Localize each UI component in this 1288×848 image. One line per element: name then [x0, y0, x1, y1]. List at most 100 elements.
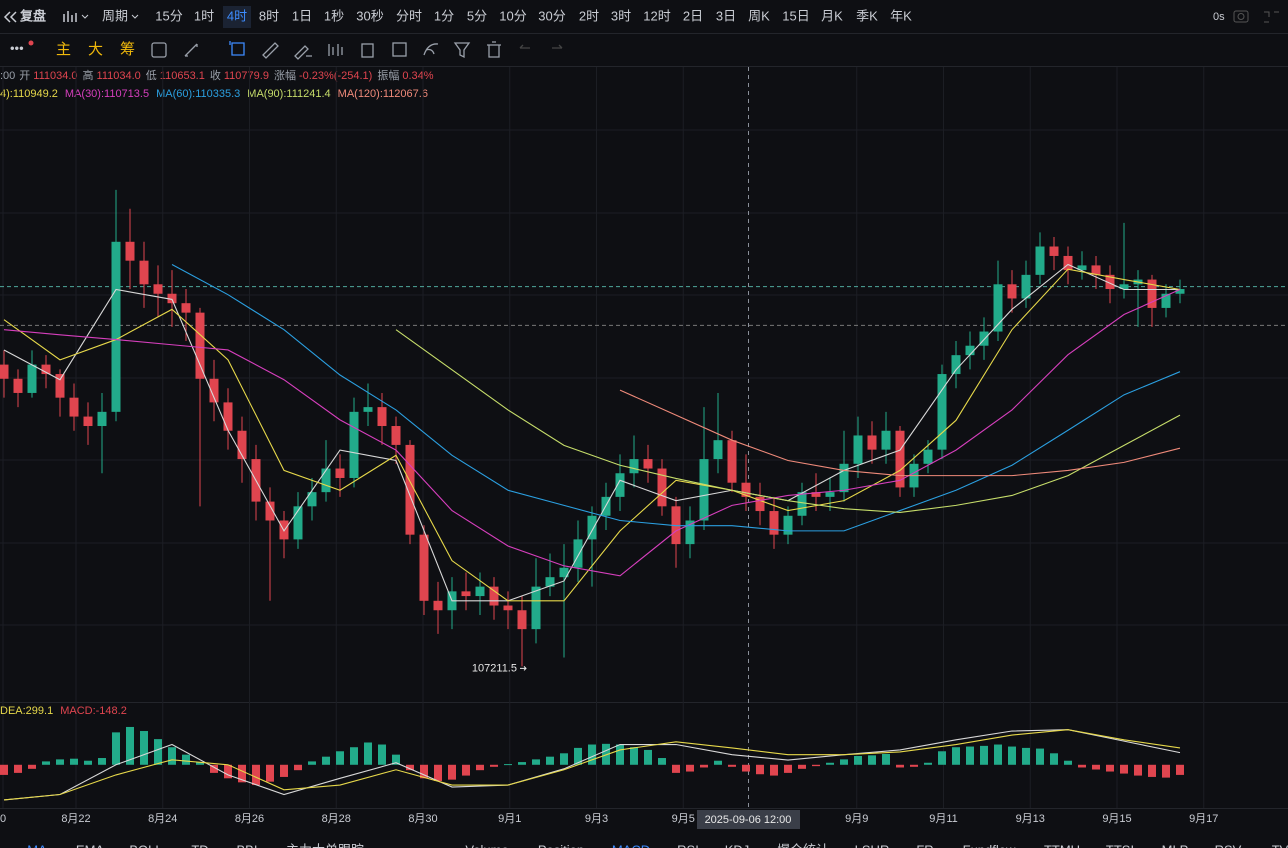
main-indicator-button[interactable]: 主: [56, 41, 71, 58]
interval-button[interactable]: 5分: [467, 8, 487, 23]
candle-body: [335, 468, 345, 478]
macd-bar: [952, 747, 960, 765]
indicator-tab[interactable]: Fundflow: [963, 842, 1016, 848]
indicator-tab[interactable]: TTSI: [1106, 842, 1134, 848]
tool-icon[interactable]: [294, 45, 312, 60]
candle-body: [111, 241, 121, 412]
redo-icon[interactable]: [552, 44, 563, 49]
candle-body: [391, 426, 401, 445]
interval-button[interactable]: 10分: [499, 8, 526, 23]
candle-body: [377, 407, 387, 427]
undo-icon[interactable]: [519, 44, 530, 49]
candle-body: [83, 416, 93, 427]
interval-button[interactable]: 年K: [890, 8, 912, 23]
interval-button[interactable]: 8时: [259, 8, 279, 23]
candle-body: [657, 468, 667, 507]
tool-icon[interactable]: [151, 42, 167, 58]
candle-body: [181, 303, 191, 313]
candle-body: [1035, 246, 1045, 275]
indicator-tab[interactable]: BBI: [237, 842, 258, 848]
indicator-tab[interactable]: EMA: [76, 842, 105, 848]
interval-button[interactable]: 1秒: [324, 8, 344, 23]
indicator-tab[interactable]: TD: [191, 842, 208, 848]
candle-body: [55, 374, 65, 398]
tool-icon[interactable]: [423, 43, 439, 56]
indicator-tab[interactable]: RSI: [677, 842, 699, 848]
interval-button[interactable]: 1分: [434, 8, 454, 23]
indicator-tab[interactable]: MA: [27, 842, 47, 848]
indicator-tab[interactable]: RSV: [1215, 842, 1242, 848]
chips-button[interactable]: 筹: [120, 41, 135, 58]
interval-button[interactable]: 3日: [716, 8, 736, 23]
x-tick-label: 9月3: [585, 813, 608, 825]
period-button[interactable]: 周期: [102, 8, 128, 23]
chart-type-icon[interactable]: [63, 11, 77, 22]
low-arrow: [520, 666, 527, 671]
interval-button[interactable]: 分时: [396, 8, 422, 23]
macd-bar: [182, 754, 190, 765]
indicator-tab[interactable]: Position: [538, 842, 584, 848]
candle-body: [503, 605, 513, 611]
interval-button[interactable]: 月K: [821, 8, 843, 23]
back-icon[interactable]: [3, 11, 17, 23]
candle-body: [27, 364, 37, 393]
interval-button[interactable]: 1日: [292, 8, 312, 23]
interval-button[interactable]: 30秒: [356, 8, 383, 23]
interval-button[interactable]: 30分: [538, 8, 565, 23]
interval-button[interactable]: 2日: [683, 8, 703, 23]
tool-icon[interactable]: [392, 42, 407, 57]
macd-bar: [686, 764, 694, 772]
macd-bar: [1008, 746, 1016, 765]
tool-icon[interactable]: [453, 42, 471, 59]
indicator-tab[interactable]: BOLL: [129, 842, 162, 848]
interval-button[interactable]: 15日: [782, 8, 809, 23]
expand-icon[interactable]: [1264, 11, 1279, 23]
macd-bar: [546, 756, 554, 765]
candle-body: [13, 378, 23, 393]
macd-bar: [798, 764, 806, 769]
camera-lens: [1237, 13, 1245, 20]
more-button[interactable]: •••: [10, 40, 24, 55]
indicator-tab[interactable]: TTMU: [1044, 842, 1080, 848]
macd-bar: [70, 758, 78, 765]
interval-button[interactable]: 2时: [579, 8, 599, 23]
interval-button[interactable]: 12时: [643, 8, 670, 23]
tool-icon[interactable]: [487, 41, 501, 58]
candle-body: [979, 331, 989, 346]
interval-button[interactable]: 1时: [194, 8, 214, 23]
interval-button[interactable]: 15分: [155, 8, 182, 23]
indicator-tab[interactable]: ›: [383, 842, 387, 848]
x-tick-label: 8月30: [408, 813, 437, 825]
indicator-tab[interactable]: 主力大单跟踪: [286, 842, 364, 848]
macd-bar: [1078, 764, 1086, 768]
macd-bar: [840, 759, 848, 765]
tool-icon[interactable]: [184, 43, 198, 57]
tool-icon[interactable]: [262, 42, 279, 59]
indicator-tab[interactable]: LSUR: [855, 842, 890, 848]
camera-icon[interactable]: [1233, 10, 1249, 23]
candle-body: [881, 430, 891, 450]
dropdown-icon: [81, 14, 89, 19]
interval-button[interactable]: 3时: [611, 8, 631, 23]
big-order-button[interactable]: 大: [88, 41, 103, 58]
indicator-tab[interactable]: KDJ: [725, 842, 750, 848]
indicator-tab[interactable]: MACD: [612, 842, 650, 848]
macd-bar: [896, 764, 904, 768]
tool-icon[interactable]: [229, 41, 245, 56]
indicator-tab[interactable]: 爆仓统计: [777, 842, 829, 848]
macd-bar: [126, 726, 134, 765]
macd-bar: [938, 751, 946, 765]
interval-button[interactable]: 周K: [748, 8, 770, 23]
macd-bar: [980, 745, 988, 765]
tool-icon[interactable]: [361, 43, 374, 58]
interval-button[interactable]: 季K: [856, 8, 878, 23]
macd-bar: [826, 762, 834, 765]
indicator-tab[interactable]: TV: [1272, 842, 1288, 848]
indicator-tab[interactable]: MLP: [1162, 842, 1189, 848]
candle-body: [237, 430, 247, 460]
indicator-tab[interactable]: Volume: [465, 842, 508, 848]
interval-button[interactable]: 4时: [227, 8, 247, 23]
tool-icon[interactable]: [328, 44, 343, 56]
replay-button[interactable]: 复盘: [19, 8, 46, 23]
indicator-tab[interactable]: FR: [916, 842, 933, 848]
